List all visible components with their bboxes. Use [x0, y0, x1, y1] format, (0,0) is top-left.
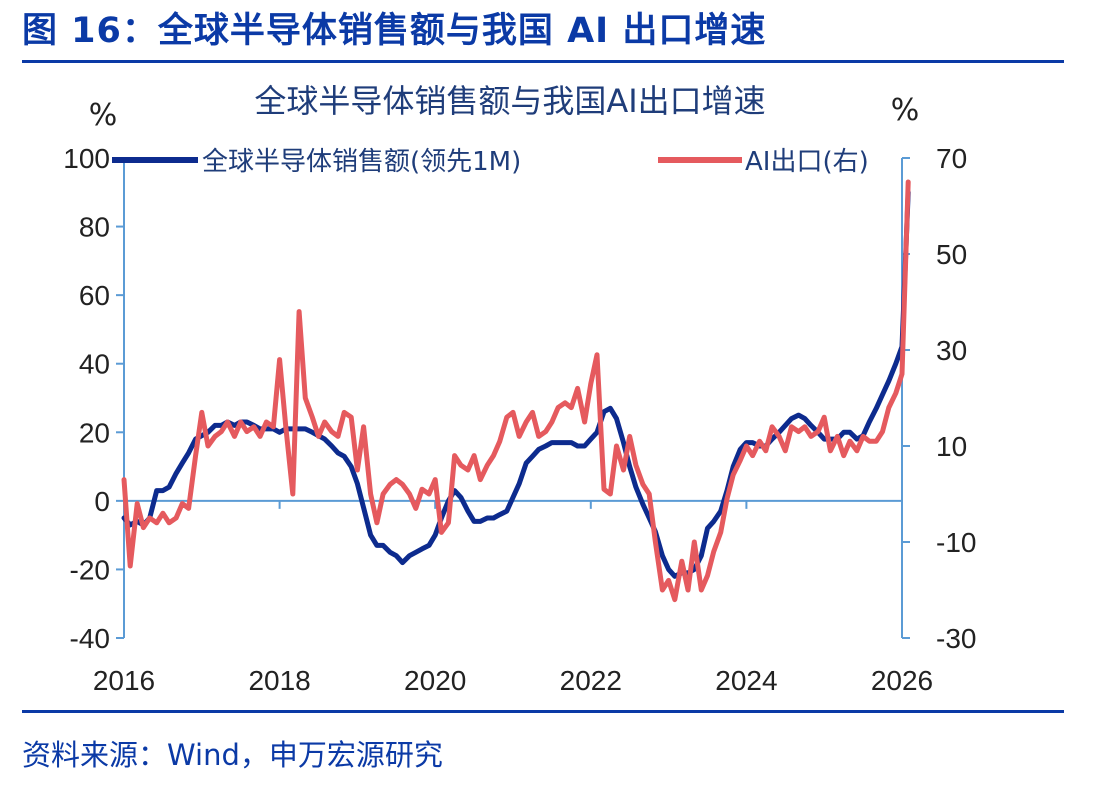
- legend-label-semiconductor: 全球半导体销售额(领先1M): [202, 147, 521, 177]
- left-tick-label: 60: [79, 280, 110, 311]
- source-note: 资料来源：Wind，申万宏源研究: [22, 738, 443, 772]
- source-divider: [22, 710, 1064, 713]
- x-tick-label: 2022: [560, 665, 622, 696]
- x-tick-label: 2016: [93, 665, 155, 696]
- left-tick-label: 0: [94, 486, 110, 517]
- right-tick-label: 70: [936, 143, 967, 174]
- right-tick-label: 10: [936, 431, 967, 462]
- legend: 全球半导体销售额(领先1M) AI出口(右): [112, 147, 869, 177]
- chart: 全球半导体销售额与我国AI出口增速 % % 100 80 60 40 20 0 -20 -40…: [63, 82, 976, 696]
- x-tick-label: 2026: [871, 665, 933, 696]
- ai-export-line: [121, 179, 911, 603]
- x-tick-label: 2024: [715, 665, 777, 696]
- right-tick-label: 30: [936, 335, 967, 366]
- left-tick-label: 80: [79, 212, 110, 243]
- chart-title: 全球半导体销售额与我国AI出口增速: [254, 82, 765, 120]
- left-tick-label: 40: [79, 349, 110, 380]
- right-tick-label: -30: [936, 623, 976, 654]
- x-tick-label: 2020: [404, 665, 466, 696]
- figure-title: 图 16：全球半导体销售额与我国 AI 出口增速: [22, 11, 767, 51]
- series-layer: [121, 179, 911, 603]
- left-tick-label: -20: [70, 554, 110, 585]
- left-axis-unit: %: [89, 98, 118, 133]
- right-axis-unit: %: [891, 93, 920, 128]
- left-tick-label: 20: [79, 417, 110, 448]
- left-tick-label: 100: [63, 143, 110, 174]
- x-tick-label: 2018: [248, 665, 310, 696]
- title-divider: [22, 60, 1064, 63]
- semiconductor-sales-line: [121, 189, 911, 579]
- legend-label-ai-export: AI出口(右): [745, 147, 869, 177]
- axes: 100 80 60 40 20 0 -20 -40 70 50 30 10 -10 -30 2016 2018…: [63, 143, 976, 696]
- left-tick-label: -40: [70, 623, 110, 654]
- right-tick-label: 50: [936, 239, 967, 270]
- right-tick-label: -10: [936, 527, 976, 558]
